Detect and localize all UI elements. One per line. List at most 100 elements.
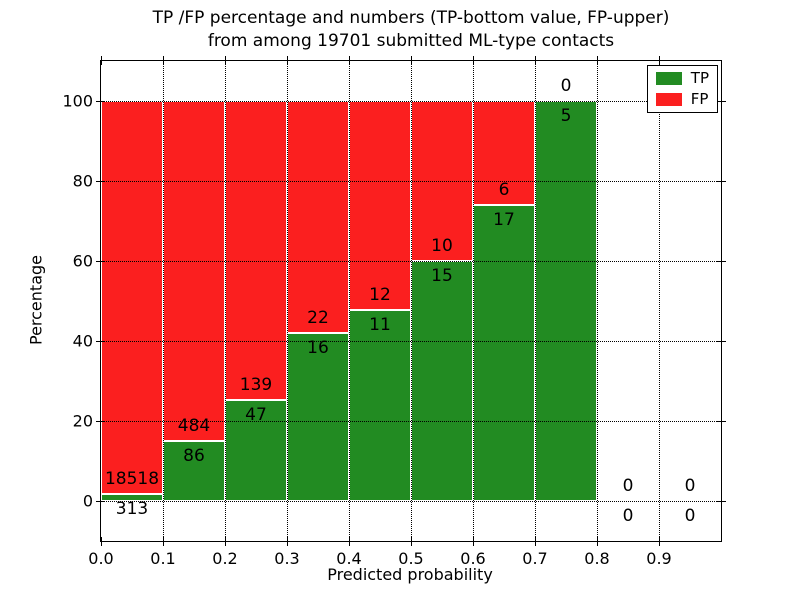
plot-area: 18518 313 484 86 139 47 22 16 12 11 10 15 6 17 0 5 0 0 0 0 0… (62, 56, 726, 568)
v-gridline (597, 61, 598, 541)
x-tick (348, 56, 350, 65)
tp-count-label: 86 (183, 445, 205, 466)
fp-count-label: 18518 (104, 469, 160, 490)
x-tick (224, 537, 226, 546)
y-tick-label: 100 (62, 91, 93, 111)
x-tick-label: 0.0 (88, 549, 114, 568)
fp-count-label: 0 (684, 476, 696, 496)
tp-count-label: 17 (493, 210, 515, 231)
fp-bar (287, 101, 349, 333)
v-gridline (225, 61, 226, 541)
tp-bar (411, 261, 473, 501)
tp-count-label: 5 (560, 106, 572, 126)
y-axis-label: Percentage (26, 254, 46, 346)
v-gridline (535, 61, 536, 541)
fp-count-label: 484 (177, 415, 211, 436)
tp-bar (349, 309, 411, 501)
v-gridline (659, 61, 660, 541)
v-gridline (473, 61, 474, 541)
tp-bar (535, 101, 597, 501)
x-tick (162, 56, 164, 65)
x-tick (658, 537, 660, 546)
x-tick-label: 0.7 (522, 549, 548, 568)
y-tick (96, 260, 105, 262)
x-tick (472, 537, 474, 546)
x-tick (410, 56, 412, 65)
legend-item-fp: FP (655, 90, 709, 108)
y-tick (96, 180, 105, 182)
x-tick (162, 537, 164, 546)
y-tick-label: 20 (72, 411, 93, 431)
y-tick (717, 100, 726, 102)
v-gridline (287, 61, 288, 541)
x-tick-label: 0.3 (274, 549, 300, 568)
x-tick (100, 537, 102, 546)
x-tick (472, 56, 474, 65)
x-tick (534, 56, 536, 65)
fp-bar (349, 101, 411, 310)
y-tick-label: 60 (72, 251, 93, 271)
fp-count-label: 139 (239, 374, 273, 395)
fp-count-label: 12 (369, 284, 391, 305)
fp-count-label: 6 (498, 180, 510, 201)
legend-item-tp: TP (655, 69, 709, 87)
fp-bar (101, 101, 163, 495)
x-tick-label: 0.8 (584, 549, 610, 568)
x-tick (100, 56, 102, 65)
x-tick (658, 56, 660, 65)
chart-title: TP /FP percentage and numbers (TP-bottom… (100, 7, 722, 53)
x-tick (286, 56, 288, 65)
x-tick (596, 537, 598, 546)
y-tick (96, 340, 105, 342)
x-tick (224, 56, 226, 65)
y-tick (96, 420, 105, 422)
fp-bar (473, 101, 535, 206)
x-tick (534, 537, 536, 546)
y-tick (96, 500, 105, 502)
tp-bar (287, 332, 349, 501)
fp-count-label: 22 (307, 307, 329, 328)
y-tick (717, 340, 726, 342)
tp-count-label: 15 (431, 266, 453, 286)
x-tick-label: 0.9 (646, 549, 672, 568)
x-tick-label: 0.6 (460, 549, 486, 568)
fp-bar (225, 101, 287, 400)
y-tick (96, 100, 105, 102)
v-gridline (163, 61, 164, 541)
tp-count-label: 0 (684, 506, 696, 526)
x-axis-label: Predicted probability (327, 565, 493, 584)
x-tick-label: 0.2 (212, 549, 238, 568)
x-tick-label: 0.1 (150, 549, 176, 568)
legend: TP FP (646, 65, 718, 113)
fp-swatch-icon (655, 93, 682, 106)
chart-title-line2: from among 19701 submitted ML-type conta… (207, 31, 615, 51)
legend-label-fp: FP (690, 90, 709, 108)
y-tick-label: 40 (72, 331, 93, 351)
tp-count-label: 47 (245, 404, 267, 425)
fp-count-label: 0 (622, 476, 634, 496)
fp-count-label: 0 (560, 76, 572, 96)
tp-count-label: 313 (115, 499, 149, 520)
x-tick-label: 0.5 (398, 549, 424, 568)
tp-bar (473, 205, 535, 501)
fp-bar (163, 101, 225, 441)
y-tick (717, 180, 726, 182)
x-tick (410, 537, 412, 546)
x-tick (348, 537, 350, 546)
y-tick (717, 420, 726, 422)
tp-count-label: 0 (622, 506, 634, 526)
y-tick-label: 80 (72, 171, 93, 191)
x-tick-label: 0.4 (336, 549, 362, 568)
chart-title-line1: TP /FP percentage and numbers (TP-bottom… (152, 8, 670, 28)
y-tick (717, 260, 726, 262)
v-gridline (411, 61, 412, 541)
y-tick (717, 500, 726, 502)
v-gridline (349, 61, 350, 541)
x-tick (286, 537, 288, 546)
x-tick (596, 56, 598, 65)
tp-swatch-icon (655, 72, 682, 85)
legend-label-tp: TP (690, 69, 709, 87)
tp-count-label: 16 (307, 337, 329, 358)
y-tick-label: 0 (82, 491, 93, 511)
